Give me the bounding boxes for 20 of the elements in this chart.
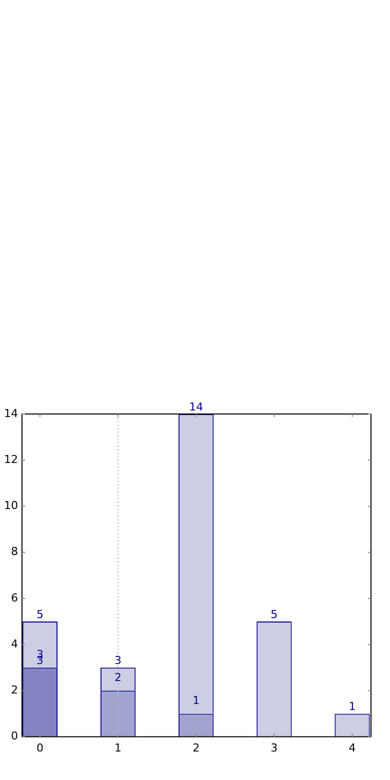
total-label: 5 bbox=[36, 608, 44, 621]
total-label: 1 bbox=[348, 700, 356, 714]
x-tick-label: 3 bbox=[270, 741, 278, 754]
x-tick-label: 0 bbox=[36, 741, 44, 754]
total-label: 3 bbox=[114, 654, 122, 667]
y-tick-label: 0 bbox=[10, 730, 18, 743]
y-tick-label: 8 bbox=[10, 545, 18, 558]
y-tick-label: 4 bbox=[10, 637, 18, 650]
x-tick-label: 2 bbox=[192, 741, 200, 754]
y-tick-label: 2 bbox=[10, 684, 18, 697]
total-label: 5 bbox=[270, 608, 278, 621]
data-label: 1 bbox=[192, 694, 200, 708]
x-tick-label: 4 bbox=[348, 741, 356, 754]
total-label: 14 bbox=[189, 400, 204, 414]
x-tick-label: 1 bbox=[114, 741, 122, 754]
y-tick-label: 10 bbox=[4, 499, 18, 512]
data-label: 2 bbox=[114, 671, 122, 684]
y-tick-label: 6 bbox=[10, 591, 18, 604]
y-tick-label: 14 bbox=[4, 406, 18, 420]
y-tick-label: 12 bbox=[4, 452, 18, 466]
